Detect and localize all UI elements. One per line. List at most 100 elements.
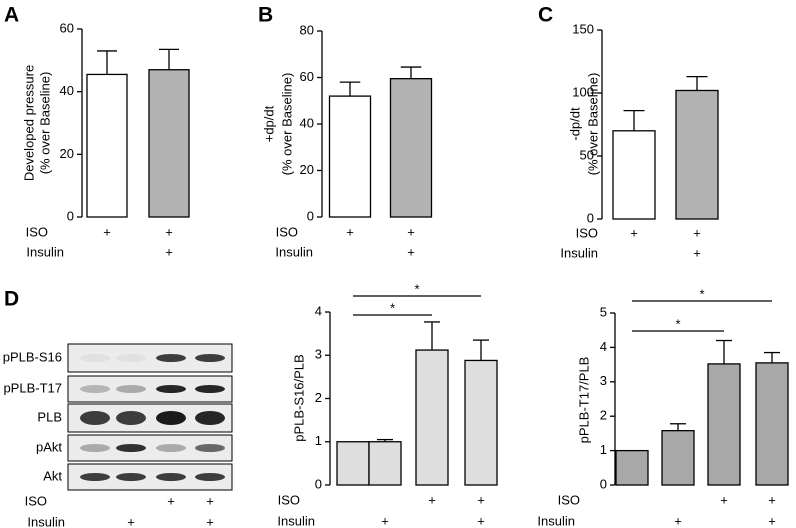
blot-band [195,411,225,425]
condition-mark: + [165,244,173,259]
y-tick-label: 2 [600,408,607,423]
y-tick-label: 0 [600,476,607,491]
bar [368,441,402,486]
significance-label: * [699,286,704,301]
y-tick-label: 1 [315,433,322,448]
y-tick-label: 80 [300,22,314,37]
condition-mark: + [165,224,173,239]
blot-band [80,411,110,425]
condition-label: ISO [576,225,598,240]
condition-label: ISO [25,493,47,508]
condition-mark: + [206,493,214,508]
y-tick-label: 20 [300,162,314,177]
condition-mark: + [674,513,682,528]
panel-letter: D [4,288,19,311]
condition-mark: + [720,492,728,507]
condition-mark: + [407,224,415,239]
y-tick-label: 60 [300,69,314,84]
y-tick-label: 5 [600,304,607,319]
blot-row-label: pAkt [36,439,62,454]
significance-label: * [390,300,395,315]
y-axis-label: pPLB-T17/PLB [576,357,591,444]
bar [612,130,656,220]
condition-mark: + [407,244,415,259]
y-tick-label: 3 [600,373,607,388]
blot-band [116,385,146,393]
y-tick-label: 50 [580,147,594,162]
condition-mark: + [630,225,638,240]
condition-label: ISO [26,224,48,239]
condition-mark: + [693,245,701,260]
condition-mark: + [346,224,354,239]
bar [336,441,370,486]
blot-row-label: pPLB-T17 [3,380,62,395]
y-axis-label: (% over Baseline) [37,72,52,175]
significance-label: * [675,316,680,331]
y-tick-label: 2 [315,390,322,405]
condition-mark: + [477,492,485,507]
blot-band [116,354,146,362]
blot-band [195,444,225,452]
blot-band [156,444,186,452]
condition-label: ISO [276,224,298,239]
y-tick-label: 150 [572,21,594,36]
y-tick-label: 0 [307,208,314,223]
y-axis-label: Developed pressure [21,65,36,181]
y-tick-label: 40 [60,83,74,98]
blot-band [156,473,186,481]
y-tick-label: 4 [600,339,607,354]
blot-band [116,473,146,481]
y-tick-label: 1 [600,442,607,457]
condition-mark: + [477,513,485,528]
blot-band [116,411,146,425]
condition-mark: + [103,224,111,239]
y-tick-label: 20 [60,146,74,161]
blot-band [80,385,110,393]
y-tick-label: 0 [587,210,594,225]
bar [86,73,128,218]
panel-letter: B [258,4,273,27]
bar [464,359,498,486]
blot-band [195,385,225,393]
blot-band [156,354,186,362]
panel-letter: C [538,4,553,27]
blot-band [80,444,110,452]
bar [661,429,695,486]
bar [755,362,789,486]
blot-row-label: Akt [43,468,62,483]
condition-mark: + [381,513,389,528]
bar [389,78,433,218]
bar [615,449,649,486]
y-tick-label: 0 [67,208,74,223]
blot-band [156,385,186,393]
blot-row-label: PLB [37,409,62,424]
blot-band [80,354,110,362]
condition-mark: + [693,225,701,240]
condition-label: ISO [278,492,300,507]
y-axis-label: -dp/dt [567,107,582,141]
blot-band [116,444,146,452]
significance-label: * [414,281,419,296]
y-tick-label: 40 [300,115,314,130]
panel-letter: A [4,4,19,27]
condition-mark: + [428,492,436,507]
bar [415,349,449,486]
condition-mark: + [167,493,175,508]
condition-label: Insulin [275,244,313,259]
bar [148,69,190,218]
condition-label: Insulin [277,513,315,528]
condition-label: ISO [558,492,580,507]
y-axis-label: pPLB-S16/PLB [291,354,306,441]
y-tick-label: 0 [315,476,322,491]
condition-label: Insulin [27,514,65,528]
y-axis-label: (% over Baseline) [279,73,294,176]
condition-mark: + [768,513,776,528]
y-tick-label: 4 [315,303,322,318]
condition-mark: + [768,492,776,507]
blot-band [195,354,225,362]
y-tick-label: 100 [572,84,594,99]
y-tick-label: 60 [60,20,74,35]
bar [328,95,372,218]
condition-mark: + [127,514,135,528]
condition-mark: + [206,514,214,528]
